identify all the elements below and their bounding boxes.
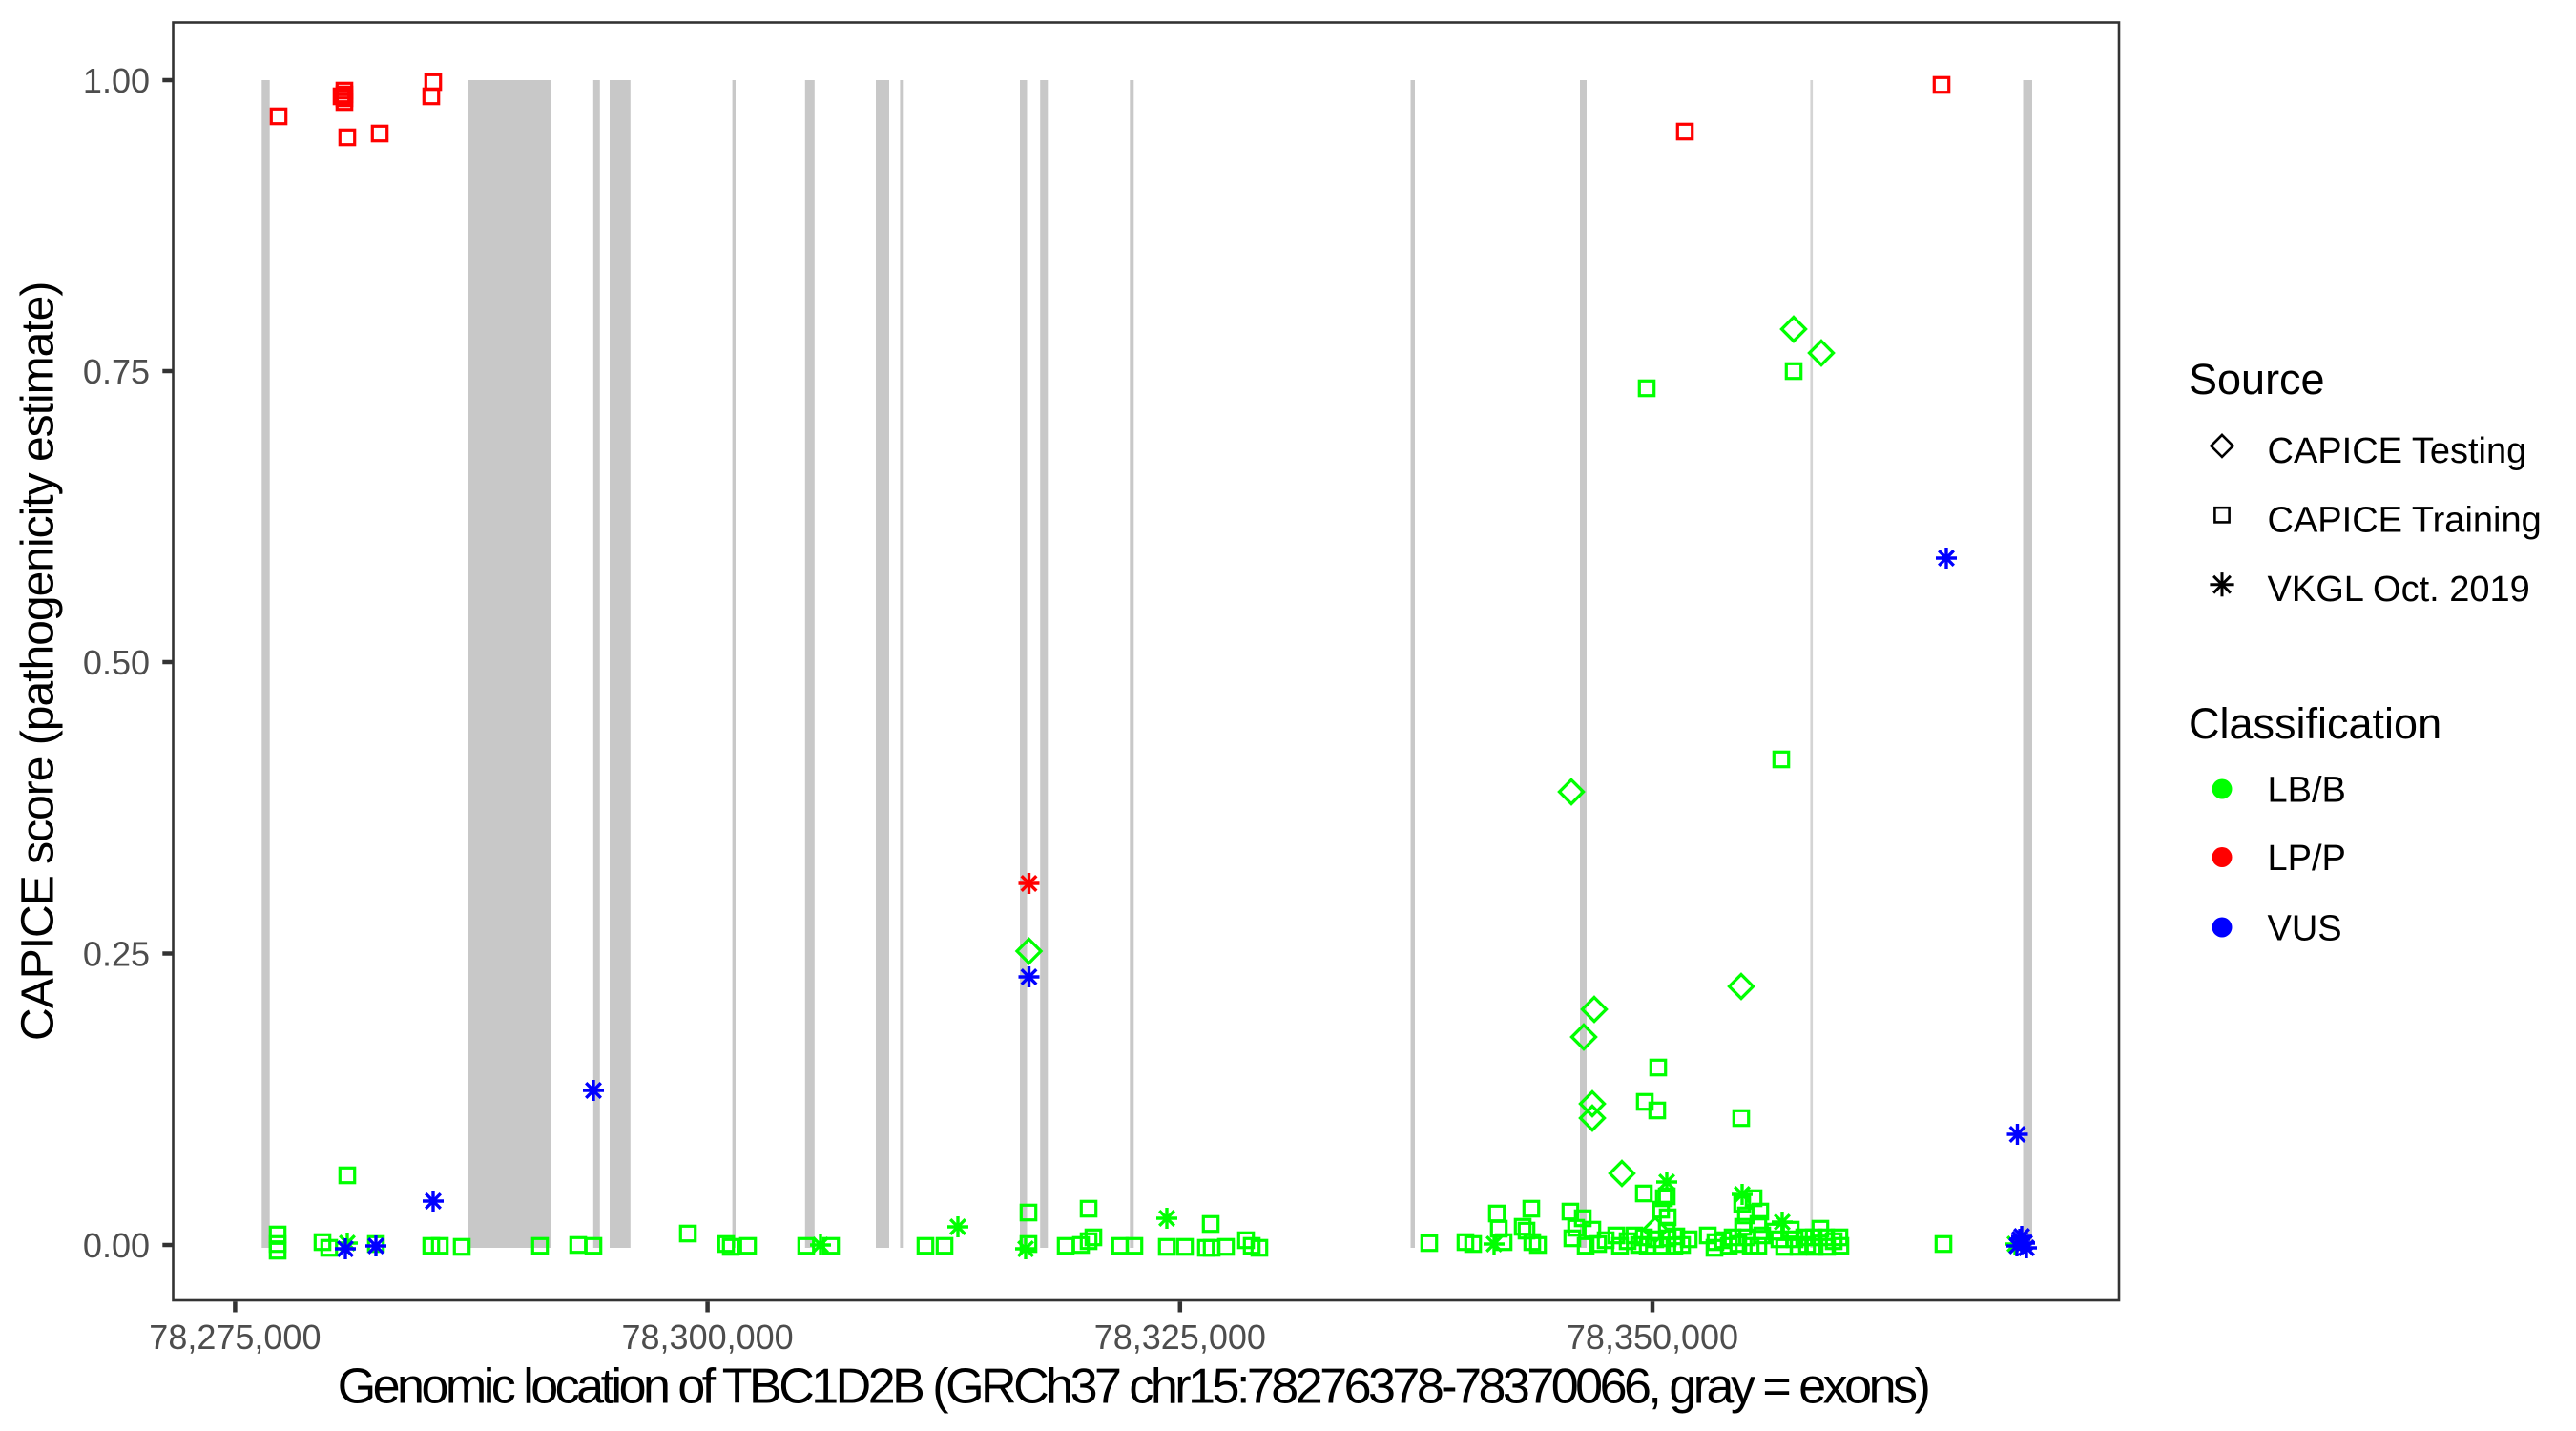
svg-text:CAPICE score (pathogenicity es: CAPICE score (pathogenicity estimate) xyxy=(12,282,63,1041)
svg-text:Classification: Classification xyxy=(2189,699,2441,748)
svg-text:LB/B: LB/B xyxy=(2268,771,2346,811)
svg-text:78,300,000: 78,300,000 xyxy=(622,1317,794,1357)
svg-text:VKGL Oct. 2019: VKGL Oct. 2019 xyxy=(2268,570,2530,610)
svg-text:CAPICE Training: CAPICE Training xyxy=(2268,501,2542,541)
svg-text:78,350,000: 78,350,000 xyxy=(1567,1317,1738,1357)
svg-text:CAPICE Testing: CAPICE Testing xyxy=(2268,431,2527,471)
svg-text:VUS: VUS xyxy=(2268,909,2342,949)
svg-text:LP/P: LP/P xyxy=(2268,839,2346,879)
svg-text:0.25: 0.25 xyxy=(83,934,150,973)
svg-text:0.00: 0.00 xyxy=(83,1226,150,1265)
svg-text:1.00: 1.00 xyxy=(83,61,150,100)
svg-text:78,275,000: 78,275,000 xyxy=(149,1317,321,1357)
svg-text:Genomic location of TBC1D2B (G: Genomic location of TBC1D2B (GRCh37 chr1… xyxy=(338,1359,1929,1415)
svg-text:0.75: 0.75 xyxy=(83,352,150,391)
svg-text:78,325,000: 78,325,000 xyxy=(1094,1317,1266,1357)
svg-text:0.50: 0.50 xyxy=(83,643,150,682)
svg-text:Source: Source xyxy=(2189,355,2325,404)
